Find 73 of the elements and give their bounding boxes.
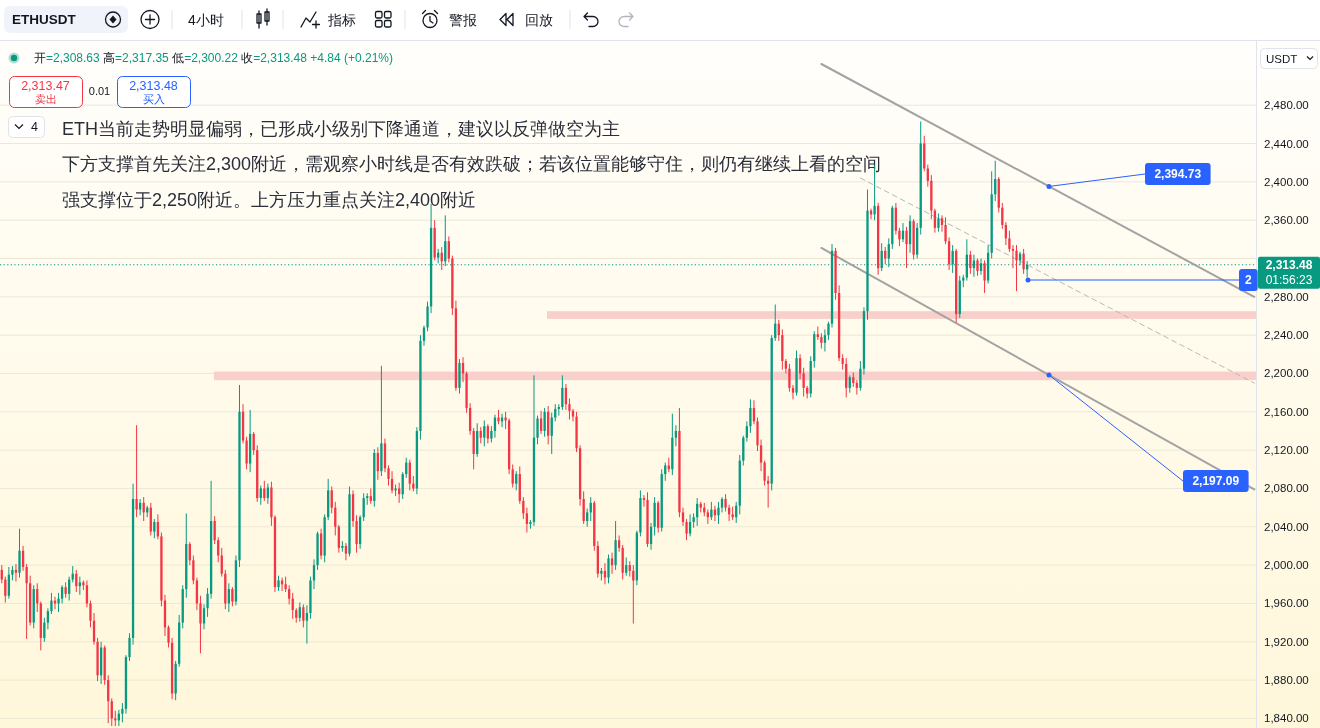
y-tick-label: 1,960.00 — [1264, 597, 1309, 610]
text: 01:56:23 — [1265, 272, 1313, 287]
annotation: 2,197.09 — [1192, 474, 1240, 488]
y-tick-label: 2,280.00 — [1264, 290, 1309, 303]
candlestick — [515, 470, 518, 491]
text: 回放 — [525, 11, 553, 28]
candlestick — [259, 485, 262, 506]
candlestick — [607, 554, 610, 584]
candlestick — [298, 601, 301, 623]
candlestick — [263, 480, 266, 502]
text: 开=2,308.63 高=2,317.35 低=2,300.22 收=2,313.48 +4.84 (+0.21%) — [34, 51, 393, 65]
candlestick — [969, 250, 972, 275]
candlestick — [1015, 244, 1018, 292]
candlestick — [905, 226, 908, 269]
candlestick — [366, 492, 369, 506]
y-tick-label: 2,080.00 — [1264, 482, 1309, 495]
annotation: 卖出 — [34, 93, 57, 105]
text: 指标 — [327, 11, 356, 28]
candlestick — [926, 164, 929, 188]
candlestick — [68, 576, 71, 602]
candlestick — [330, 486, 333, 514]
candlestick — [135, 424, 138, 518]
candlestick — [288, 584, 291, 605]
y-tick-label: 1,880.00 — [1264, 674, 1309, 687]
y-tick-label: 2,200.00 — [1264, 367, 1309, 380]
candlestick — [561, 374, 564, 411]
candlestick — [18, 528, 21, 579]
y-axis-title: USDT — [1266, 52, 1298, 65]
candlestick — [586, 508, 589, 528]
ref-line-label: 2,313.48 — [1265, 257, 1313, 272]
candlestick — [1022, 248, 1025, 275]
candlestick — [717, 501, 720, 525]
candlestick — [937, 212, 940, 233]
candlestick — [983, 259, 986, 294]
annotation: 强支撑位于2,250附近。上方压力重点关注2,400附近 — [62, 190, 477, 210]
annotation: ETH当前走势明显偏弱，已形成小级别下降通道，建议以反弹做空为主 — [62, 119, 620, 139]
candlestick — [664, 462, 667, 482]
candlestick — [447, 235, 450, 263]
y-tick-label: 2,400.00 — [1264, 175, 1309, 188]
y-tick-label: 2,120.00 — [1264, 444, 1309, 457]
y-tick-label: 2,000.00 — [1264, 559, 1309, 572]
candlestick — [398, 482, 401, 504]
text: 警报 — [449, 11, 477, 28]
y-tick-label: 2,040.00 — [1264, 520, 1309, 533]
y-tick-label: 2,440.00 — [1264, 137, 1309, 150]
y-tick-label: 2,480.00 — [1264, 99, 1309, 112]
candlestick — [710, 501, 713, 521]
candlestick — [543, 407, 546, 438]
candlestick — [319, 528, 323, 560]
annotation: 2,394.73 — [1154, 167, 1202, 181]
candlestick — [231, 586, 234, 607]
annotation: 下方支撑首先关注2,300附近，需观察小时线是否有效跌破；若该位置能够守住，则仍有继续上看的空间 — [62, 154, 882, 174]
candlestick — [511, 464, 514, 488]
y-tick-label: 1,840.00 — [1264, 712, 1309, 725]
annotation: 2,313.48 — [129, 78, 178, 93]
y-tick-label: 2,240.00 — [1264, 329, 1309, 342]
candlestick — [302, 603, 305, 628]
y-tick-label: 2,160.00 — [1264, 405, 1309, 418]
annotation: 0.01 — [88, 85, 111, 97]
y-tick-label: 1,920.00 — [1264, 635, 1309, 648]
candlestick — [610, 552, 614, 575]
annotation: 买入 — [142, 93, 165, 105]
candlestick — [217, 536, 220, 563]
y-tick-label: 2,360.00 — [1264, 214, 1309, 227]
annotation: 2,313.47 — [21, 78, 70, 93]
candlestick — [557, 403, 560, 417]
annotation: 4 — [31, 119, 38, 134]
candlestick — [153, 518, 156, 539]
candlestick — [138, 498, 142, 516]
chart-title: ETHUSDT — [12, 12, 77, 27]
chart-subtitle: 4小时 — [188, 11, 224, 28]
annotation: 2 — [1245, 273, 1253, 287]
candlestick — [603, 562, 607, 585]
